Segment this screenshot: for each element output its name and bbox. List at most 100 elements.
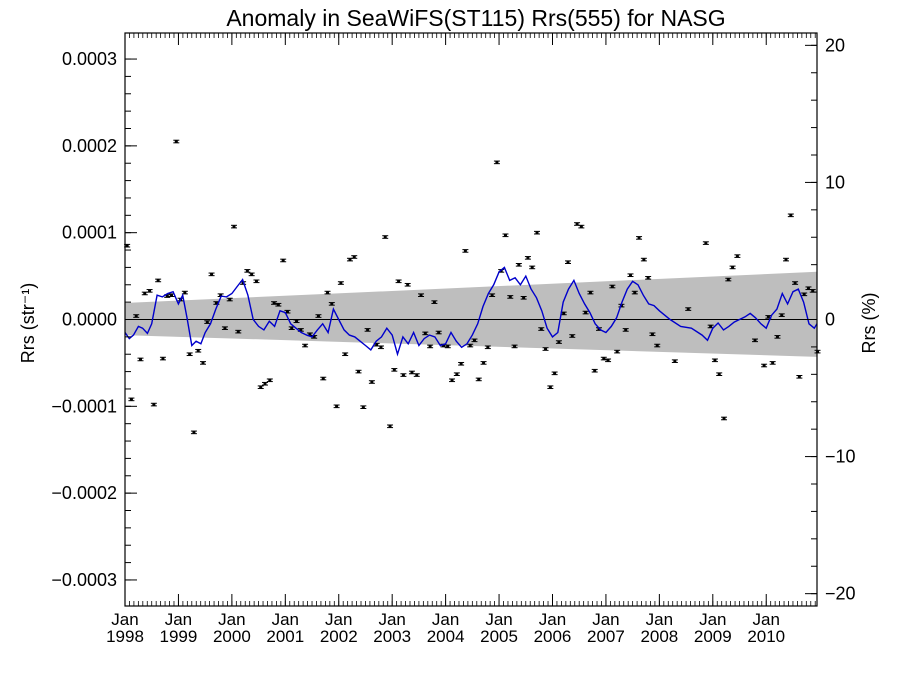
- data-point: [480, 361, 487, 365]
- data-point: [244, 269, 251, 273]
- data-point: [564, 260, 571, 265]
- data-point: [533, 230, 540, 235]
- data-point: [280, 258, 287, 263]
- data-point: [529, 265, 536, 270]
- data-point: [721, 416, 728, 421]
- x-tick-label-month: Jan: [378, 610, 405, 629]
- data-point: [315, 314, 322, 318]
- data-point: [324, 290, 331, 295]
- data-point: [271, 301, 278, 305]
- x-tick-label-month: Jan: [753, 610, 780, 629]
- x-tick-label-month: Jan: [592, 610, 619, 629]
- data-point: [627, 273, 634, 278]
- x-tick-label-year: 2008: [640, 627, 678, 646]
- data-point: [591, 368, 598, 373]
- data-point: [231, 224, 238, 229]
- data-point: [133, 314, 140, 318]
- data-point: [360, 405, 367, 409]
- x-tick-label-year: 2002: [320, 627, 358, 646]
- data-point: [649, 332, 656, 337]
- data-point: [382, 235, 389, 239]
- x-tick-label-month: Jan: [485, 610, 512, 629]
- data-point: [435, 330, 442, 335]
- data-point: [787, 213, 794, 218]
- data-point: [453, 372, 460, 376]
- data-point: [685, 307, 692, 311]
- y-axis-label-right: Rrs (%): [859, 293, 879, 354]
- x-tick-label-year: 2007: [587, 627, 625, 646]
- y-tick-label-right: 0: [825, 310, 835, 330]
- data-point: [422, 331, 429, 336]
- data-point: [186, 352, 193, 357]
- data-point: [636, 236, 643, 240]
- x-tick-label-year: 2005: [480, 627, 518, 646]
- data-point: [729, 265, 736, 270]
- data-point: [538, 327, 545, 331]
- data-point: [342, 352, 349, 357]
- data-point: [524, 256, 531, 260]
- x-tick-label-month: Jan: [432, 610, 459, 629]
- data-point: [671, 359, 678, 363]
- data-point: [725, 277, 732, 282]
- data-point: [761, 363, 768, 368]
- x-tick-label-month: Jan: [272, 610, 299, 629]
- y-tick-label-left: 0.0002: [62, 136, 117, 156]
- data-point: [551, 371, 558, 376]
- data-point: [449, 378, 456, 383]
- data-point: [418, 293, 425, 297]
- data-point: [605, 358, 612, 363]
- data-point: [262, 381, 269, 386]
- data-point: [769, 361, 776, 365]
- data-point: [253, 279, 260, 284]
- y-tick-label-right: 20: [825, 35, 845, 55]
- x-tick-label-month: Jan: [699, 610, 726, 629]
- data-point: [395, 279, 402, 284]
- data-point: [275, 302, 282, 307]
- confidence-band: [125, 271, 817, 357]
- data-point: [377, 345, 384, 350]
- data-point: [355, 369, 362, 374]
- data-point: [542, 347, 549, 351]
- data-point: [716, 372, 723, 376]
- data-point: [783, 257, 790, 262]
- data-point: [475, 377, 482, 382]
- data-point: [774, 335, 781, 339]
- data-point: [520, 295, 527, 300]
- data-point: [248, 272, 255, 277]
- data-point: [190, 430, 197, 435]
- data-point: [427, 344, 434, 349]
- x-tick-label-month: Jan: [218, 610, 245, 629]
- data-point: [204, 320, 211, 324]
- data-point: [555, 340, 562, 344]
- data-point: [471, 338, 478, 343]
- data-point: [413, 373, 420, 377]
- data-point: [266, 378, 273, 383]
- data-point: [707, 324, 714, 329]
- x-tick-label-year: 2003: [373, 627, 411, 646]
- data-point: [431, 300, 438, 304]
- y-tick-label-left: 0.0001: [62, 223, 117, 243]
- x-tick-label-year: 2000: [213, 627, 251, 646]
- data-point: [547, 385, 554, 390]
- data-point: [200, 361, 207, 365]
- data-point: [631, 290, 638, 295]
- data-point: [293, 319, 300, 324]
- data-point: [796, 374, 803, 379]
- data-point: [320, 376, 327, 381]
- data-point: [333, 404, 340, 409]
- data-point: [155, 278, 162, 283]
- data-point: [493, 160, 500, 165]
- data-point: [458, 361, 465, 366]
- y-tick-label-left: −0.0002: [51, 483, 117, 503]
- x-tick-label-month: Jan: [111, 610, 138, 629]
- data-point: [502, 233, 509, 238]
- data-point: [752, 338, 759, 343]
- y-tick-label-left: −0.0003: [51, 570, 117, 590]
- data-point: [391, 368, 398, 372]
- x-tick-label-month: Jan: [539, 610, 566, 629]
- data-point: [257, 385, 264, 390]
- data-point: [792, 281, 799, 285]
- data-point: [654, 343, 661, 348]
- x-tick-label-year: 2006: [534, 627, 572, 646]
